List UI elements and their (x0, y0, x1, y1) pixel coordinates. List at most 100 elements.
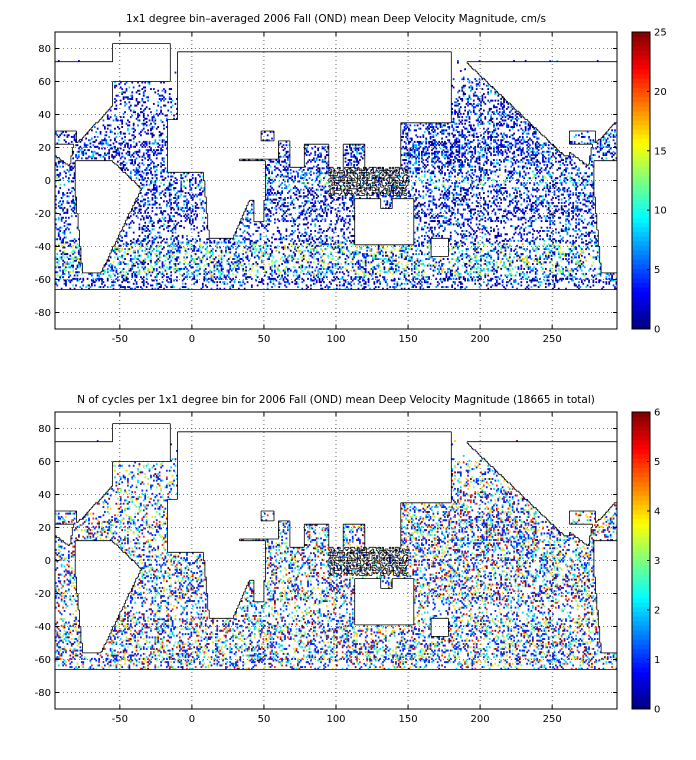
data-cell (593, 231, 596, 234)
data-cell (408, 258, 410, 260)
data-cell (69, 231, 72, 234)
data-cell (546, 201, 549, 204)
data-cell (176, 251, 178, 254)
data-cell (214, 269, 217, 272)
data-cell (238, 239, 240, 242)
data-cell (348, 231, 351, 234)
data-cell (481, 231, 484, 234)
data-cell (472, 253, 475, 256)
data-cell (308, 266, 311, 269)
data-cell (106, 267, 109, 270)
data-cell (444, 226, 446, 229)
data-cell (206, 286, 209, 289)
data-cell (563, 228, 566, 231)
data-cell (393, 271, 396, 274)
data-cell (557, 216, 560, 219)
data-cell (526, 264, 528, 267)
data-cell (474, 254, 477, 257)
data-cell (269, 281, 272, 284)
data-cell (410, 264, 413, 267)
data-cell (323, 230, 325, 232)
data-cell (396, 263, 399, 265)
data-cell (160, 272, 162, 275)
data-cell (55, 277, 57, 280)
data-cell (189, 264, 191, 267)
data-cell (549, 218, 552, 221)
data-cell (457, 225, 459, 227)
data-cell (128, 216, 131, 219)
data-cell (487, 218, 490, 221)
data-cell (462, 195, 465, 198)
data-cell (570, 259, 573, 262)
data-cell (439, 208, 442, 211)
data-cell (55, 203, 57, 206)
data-cell (468, 259, 471, 262)
data-cell (495, 225, 498, 227)
data-cell (503, 239, 505, 242)
data-cell (284, 201, 286, 204)
data-cell (279, 282, 282, 285)
data-cell (553, 253, 556, 256)
data-cell (383, 276, 386, 279)
data-cell (173, 208, 175, 211)
data-cell (158, 282, 161, 285)
data-cell (108, 264, 111, 267)
data-cell (386, 261, 389, 264)
data-cell (96, 277, 99, 280)
data-cell (129, 243, 132, 246)
data-cell (421, 253, 423, 256)
data-cell (134, 279, 136, 282)
data-cell (307, 200, 309, 203)
data-cell (73, 259, 76, 262)
data-cell (295, 249, 298, 252)
data-cell (165, 271, 168, 274)
data-cell (73, 277, 76, 280)
data-cell (493, 230, 495, 232)
data-cell (299, 234, 302, 237)
data-cell (475, 259, 478, 262)
data-cell (347, 274, 350, 277)
data-cell (325, 215, 328, 218)
data-cell (249, 246, 252, 249)
data-cell (284, 276, 286, 279)
data-cell (219, 249, 222, 252)
data-cell (248, 276, 250, 279)
data-cell (310, 261, 312, 264)
data-cell (201, 284, 204, 287)
data-cell (530, 225, 533, 227)
data-cell (439, 211, 442, 214)
data-cell (312, 249, 315, 252)
data-cell (451, 200, 454, 203)
data-cell (250, 239, 253, 242)
data-cell (152, 239, 155, 242)
data-cell (170, 203, 173, 206)
data-cell (114, 274, 116, 277)
data-cell (464, 271, 466, 274)
data-cell (609, 277, 612, 280)
data-cell (76, 266, 79, 269)
data-cell (480, 218, 482, 221)
data-cell (464, 197, 466, 199)
data-cell (222, 271, 224, 274)
data-cell (70, 200, 73, 203)
data-cell (197, 272, 200, 275)
data-cell (242, 231, 245, 234)
data-cell (184, 216, 187, 219)
data-cell (75, 246, 77, 249)
data-cell (144, 253, 147, 256)
data-cell (470, 258, 472, 260)
data-cell (324, 243, 327, 246)
data-cell (516, 203, 518, 206)
data-cell (292, 220, 295, 223)
data-cell (348, 223, 351, 226)
data-cell (382, 287, 384, 290)
data-cell (330, 211, 332, 214)
data-cell (431, 210, 433, 213)
data-cell (510, 272, 513, 275)
data-cell (203, 221, 206, 224)
data-cell (220, 251, 223, 254)
data-cell (210, 287, 213, 290)
data-cell (298, 239, 301, 242)
data-cell (158, 193, 161, 196)
data-cell (106, 279, 109, 282)
